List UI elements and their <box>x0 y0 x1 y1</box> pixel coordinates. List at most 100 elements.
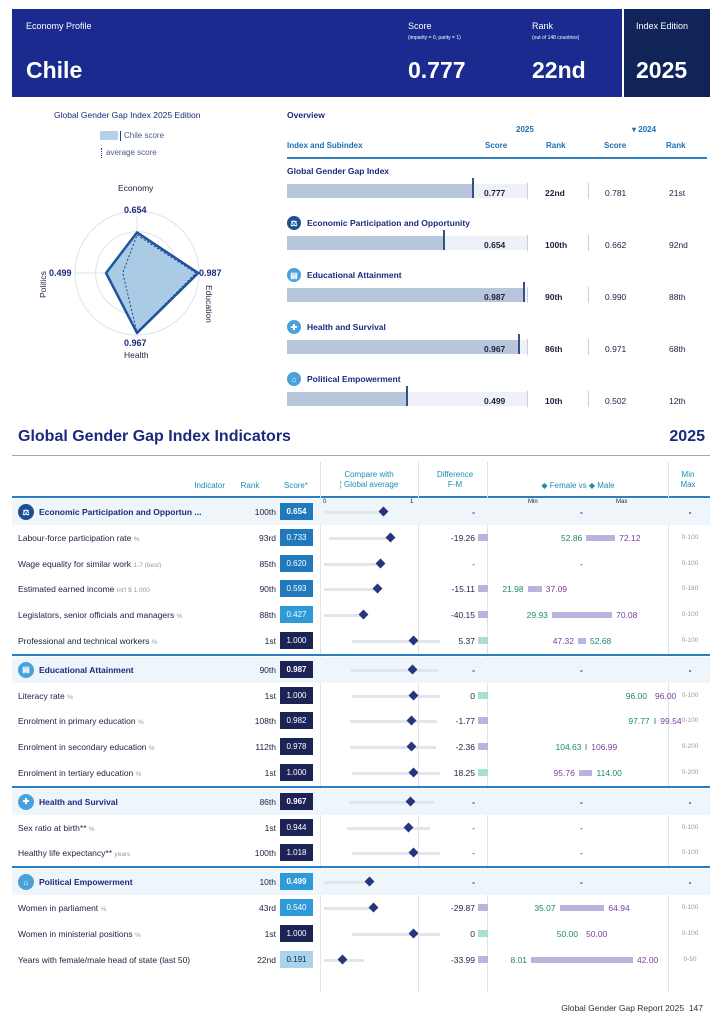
indicator-unit: % <box>100 906 107 913</box>
difference-value: -40.15 <box>450 610 475 621</box>
indicator-rank: 85th <box>259 558 276 569</box>
score-diamond <box>358 609 369 620</box>
min-max: 0-100 <box>681 691 699 699</box>
indicator-label: Legislators, senior officials and manage… <box>18 610 182 620</box>
overview-score-fill <box>287 236 444 250</box>
radar-axis-education: Education <box>204 285 214 323</box>
divider <box>527 287 528 303</box>
overview-score-bar <box>287 334 527 354</box>
overview-prev-score: 0.502 <box>605 396 627 406</box>
overview-score: 0.499 <box>484 396 506 406</box>
indicator-name: Estimated earned income <box>18 584 115 595</box>
score-diamond <box>403 822 414 833</box>
male-value: 106.99 <box>591 742 618 753</box>
female-value: 35.07 <box>534 903 556 913</box>
indicator-row: Sex ratio at birth** % 1st 0.944 - - 0-100 <box>12 815 710 841</box>
indicator-label: ▤ Educational Attainment <box>18 661 134 678</box>
rank-label: Rank <box>532 21 554 31</box>
indicator-rank: 1st <box>264 822 276 833</box>
score-subtitle: (imparity = 0, parity = 1) <box>408 35 461 41</box>
indicator-label: Years with female/male head of state (la… <box>18 955 190 965</box>
indicator-label: Wage equality for similar work 1-7 (best… <box>18 559 161 569</box>
indicator-unit: % <box>138 719 144 727</box>
overview-row: ⌂ Political Empowerment 0.499 10th 0.502 … <box>287 371 707 419</box>
min-max: 0-200 <box>681 743 699 751</box>
indicator-rank: 1st <box>264 928 276 939</box>
indicator-row: Professional and technical workers % 1st 1… <box>12 628 710 654</box>
divider <box>527 339 528 355</box>
score-badge: 0.191 <box>280 950 313 968</box>
table-header-rule <box>12 496 710 498</box>
scale-max: 1 <box>410 499 414 505</box>
difference-bar <box>478 691 488 699</box>
male-value: 50.00 <box>586 928 608 939</box>
footer: Global Gender Gap Report 2025 147 <box>561 1003 703 1013</box>
difference-bar <box>478 929 488 937</box>
difference-value: -2.36 <box>455 742 475 753</box>
overview-score: 0.987 <box>484 292 506 302</box>
score-badge: 0.987 <box>280 660 313 678</box>
score-diamond <box>408 635 419 646</box>
global-distribution-bar <box>350 746 437 750</box>
indicator-label: Enrolment in tertiary education % <box>18 768 141 778</box>
indicator-row: Healthy life expectancy** years 100th 1.01… <box>12 840 710 866</box>
difference-bar <box>478 769 488 776</box>
politics-icon: ⌂ <box>287 372 301 386</box>
edition-year: 2025 <box>636 57 688 83</box>
divider <box>527 391 528 407</box>
min-max: 0-100 <box>681 637 699 644</box>
health-icon: ✚ <box>287 320 301 334</box>
difference-value: - <box>472 507 475 517</box>
indicator-row: Wage equality for similar work 1-7 (best… <box>12 551 710 577</box>
overview-row-name: Global Gender Gap Index <box>287 166 390 176</box>
indicator-name: Enrolment in tertiary education <box>18 768 134 778</box>
score-badge: 0.982 <box>280 712 313 730</box>
overview-row: ✚ Health and Survival 0.967 86th 0.971 68… <box>287 319 707 367</box>
difference-bar <box>478 585 488 593</box>
indicator-rank: 100th <box>254 507 276 517</box>
indicator-name: Professional and technical workers <box>18 636 150 646</box>
score-diamond <box>372 583 383 594</box>
female-vs-male-empty: - <box>580 507 583 517</box>
overview-rank: 90th <box>545 292 563 302</box>
score-badge: 1.000 <box>280 686 313 704</box>
male-value: 72.12 <box>619 532 641 543</box>
divider <box>588 339 589 355</box>
divider <box>527 235 528 251</box>
score-badge: 0.499 <box>280 873 313 891</box>
difference-value: -19.26 <box>450 532 475 543</box>
difference-value: - <box>472 848 475 859</box>
difference-value: 18.25 <box>453 768 475 778</box>
score-marker <box>442 230 445 250</box>
overview-row-name: Economic Participation and Opportunity <box>307 218 470 228</box>
radar-value-economy: 0.654 <box>124 205 147 215</box>
score-diamond <box>368 902 378 913</box>
score-badge: 0.967 <box>280 792 313 810</box>
male-value: 47.32 <box>552 636 574 646</box>
global-distribution-bar <box>352 932 440 936</box>
radar-axis-health: Health <box>124 350 149 360</box>
female-value: 52.68 <box>590 636 612 646</box>
gap-bar <box>551 612 613 619</box>
gap-bar <box>527 586 542 593</box>
indicator-rank: 90th <box>259 664 276 675</box>
overview-col-index: Index and Subindex <box>287 141 363 150</box>
indicator-label: Literacy rate % <box>18 691 73 701</box>
global-distribution-bar <box>324 907 372 910</box>
divider <box>588 287 589 303</box>
male-value: 64.94 <box>608 903 630 913</box>
indicator-name: Enrolment in primary education <box>18 716 136 727</box>
difference-bar <box>478 904 488 911</box>
score-badge: 1.000 <box>280 764 313 781</box>
col-compare: Compare with ¦ Global average <box>339 470 399 489</box>
indicator-row: Women in parliament % 43rd 0.540 -29.87 35.0… <box>12 895 710 921</box>
radar-value-health: 0.967 <box>124 338 147 348</box>
section-row: ▤ Educational Attainment 90th 0.987 - - - <box>12 656 710 683</box>
gap-bar <box>653 718 657 725</box>
col-divider <box>418 462 419 992</box>
col-rank: Rank <box>240 481 260 490</box>
score-diamond <box>408 690 419 701</box>
score-badge: 0.654 <box>280 503 313 520</box>
overview-prev-score: 0.781 <box>605 188 627 198</box>
female-vs-male-empty: - <box>580 877 583 888</box>
